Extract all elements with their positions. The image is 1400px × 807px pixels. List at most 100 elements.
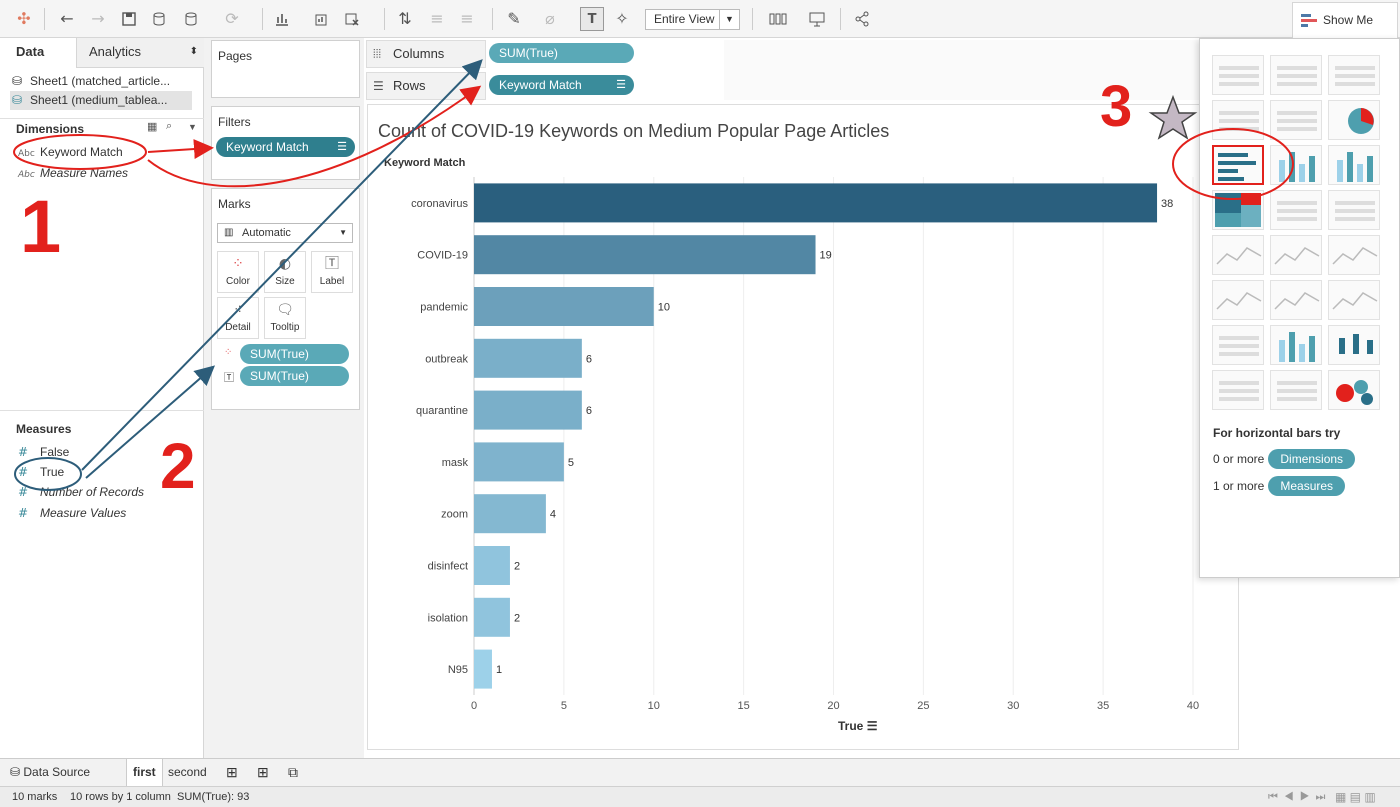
chart-type-dual-combination-icon[interactable] bbox=[1328, 280, 1380, 320]
tableau-logo-icon[interactable]: ✣ bbox=[17, 9, 31, 28]
category-label: disinfect bbox=[428, 561, 468, 573]
detail-button[interactable]: ⁖ Detail bbox=[217, 297, 259, 339]
x-tick-label: 5 bbox=[561, 700, 567, 712]
chart-type-pie-chart-icon[interactable] bbox=[1328, 100, 1380, 140]
field-keyword-match[interactable]: Abc Keyword Match bbox=[18, 143, 123, 161]
field-false[interactable]: # False bbox=[18, 443, 69, 461]
chart-type-treemap-icon[interactable] bbox=[1212, 190, 1264, 230]
highlight-icon[interactable]: ✎ bbox=[507, 9, 521, 28]
field-label: False bbox=[40, 445, 70, 459]
chart-type-dual-lines-icon[interactable] bbox=[1328, 235, 1380, 275]
data-source-tab[interactable]: ⛁ Data Source bbox=[4, 759, 96, 786]
new-story-tab-icon[interactable]: ⧉ bbox=[288, 764, 298, 780]
x-tick-label: 0 bbox=[471, 700, 477, 712]
presentation-mode-icon[interactable] bbox=[805, 7, 829, 31]
redo-icon[interactable]: → bbox=[91, 9, 105, 28]
data-source-label: Data Source bbox=[23, 765, 91, 779]
chart-type-lines-discrete-icon[interactable] bbox=[1270, 235, 1322, 275]
field-number-of-records[interactable]: # Number of Records bbox=[18, 483, 144, 501]
sort-descending-icon[interactable]: ≡ bbox=[460, 9, 474, 28]
columns-pill-sum-true[interactable]: SUM(True) bbox=[489, 43, 634, 63]
pause-updates-icon[interactable] bbox=[180, 7, 204, 31]
field-label: Number of Records bbox=[40, 485, 145, 499]
chart-type-histogram-icon[interactable] bbox=[1270, 325, 1322, 365]
field-label: True bbox=[40, 465, 65, 479]
tab-first[interactable]: first bbox=[126, 759, 163, 786]
chart-type-side-by-side-circles-icon[interactable] bbox=[1328, 190, 1380, 230]
tab-analytics[interactable]: Analytics ⬍ bbox=[76, 38, 204, 68]
bar-outbreak bbox=[474, 338, 582, 378]
swap-rows-columns-icon[interactable]: ⇅ bbox=[398, 9, 412, 28]
marks-pill-label-sum-true[interactable]: SUM(True) bbox=[240, 366, 349, 386]
search-icon[interactable]: ⌕ bbox=[166, 120, 173, 132]
new-dashboard-tab-icon[interactable]: ⊞ bbox=[257, 764, 269, 780]
x-axis-title[interactable]: True ☰ bbox=[838, 719, 877, 733]
bar-mask bbox=[474, 442, 564, 482]
chart-type-bullet-graph-icon[interactable] bbox=[1270, 370, 1322, 410]
columns-shelf[interactable]: ⦙⦙⦙ Columns bbox=[366, 40, 486, 68]
field-label: Keyword Match bbox=[40, 145, 123, 159]
rows-shelf[interactable]: ☰ Rows bbox=[366, 72, 486, 100]
show-me-tab[interactable]: Show Me bbox=[1292, 2, 1398, 38]
marks-pill-color-sum-true[interactable]: SUM(True) bbox=[240, 344, 349, 364]
database-icon: ⛁ bbox=[10, 765, 24, 779]
tab-data[interactable]: Data bbox=[0, 38, 76, 68]
datasource-item-1[interactable]: ⛁ Sheet1 (matched_article... bbox=[10, 72, 192, 91]
filter-pill-keyword-match[interactable]: Keyword Match ☰ bbox=[216, 137, 355, 157]
sheet-navigation[interactable]: ⏮◀▶⏭ bbox=[1268, 791, 1332, 803]
fit-dropdown[interactable]: Entire View ▼ bbox=[645, 9, 740, 30]
chart-type-text-table-icon[interactable] bbox=[1212, 55, 1264, 95]
show-mark-labels-icon[interactable]: T bbox=[580, 7, 604, 31]
mark-type-dropdown[interactable]: ▥ Automatic ▼ bbox=[217, 223, 353, 243]
chart-type-area-discrete-icon[interactable] bbox=[1270, 280, 1322, 320]
view-list-icon[interactable]: ▦ bbox=[147, 121, 158, 133]
chart-type-scatter-plot-icon[interactable] bbox=[1212, 325, 1264, 365]
save-icon[interactable] bbox=[117, 7, 141, 31]
tab-menu-icon: ⬍ bbox=[189, 46, 198, 57]
chart-type-heat-map-icon[interactable] bbox=[1270, 55, 1322, 95]
color-button[interactable]: ⁘ Color bbox=[217, 251, 259, 293]
clear-sheet-icon[interactable] bbox=[340, 7, 364, 31]
chart-type-highlight-table-icon[interactable] bbox=[1328, 55, 1380, 95]
datasource-item-2[interactable]: ⛁ Sheet1 (medium_tablea... bbox=[10, 91, 192, 110]
chart-type-stacked-bars-icon[interactable] bbox=[1270, 145, 1322, 185]
chart-type-side-by-side-bars-icon[interactable] bbox=[1328, 145, 1380, 185]
rows-pill-keyword-match[interactable]: Keyword Match ☰ bbox=[489, 75, 634, 95]
field-measure-names[interactable]: Abc Measure Names bbox=[18, 164, 128, 182]
fix-axes-icon[interactable]: ✧ bbox=[615, 9, 629, 28]
chart-type-filled-map-icon[interactable] bbox=[1270, 100, 1322, 140]
tooltip-button[interactable]: 🗨 Tooltip bbox=[264, 297, 306, 339]
chart-type-symbol-map-icon[interactable] bbox=[1212, 100, 1264, 140]
undo-icon[interactable]: ← bbox=[60, 9, 74, 28]
label-button[interactable]: 🅃 Label bbox=[311, 251, 353, 293]
refresh-icon[interactable]: ⟳ bbox=[225, 9, 239, 28]
duplicate-sheet-icon[interactable] bbox=[310, 7, 334, 31]
chart-type-circle-views-icon[interactable] bbox=[1270, 190, 1322, 230]
chart-type-packed-bubbles-icon[interactable] bbox=[1328, 370, 1380, 410]
tab-second[interactable]: second bbox=[168, 765, 207, 779]
new-worksheet-icon[interactable] bbox=[270, 7, 294, 31]
field-measure-values[interactable]: # Measure Values bbox=[18, 504, 126, 522]
new-datasource-icon[interactable] bbox=[148, 7, 172, 31]
size-button[interactable]: ◐ Size bbox=[264, 251, 306, 293]
chart-type-lines-continuous-icon[interactable] bbox=[1212, 235, 1264, 275]
filters-card[interactable]: Filters Keyword Match ☰ bbox=[211, 106, 360, 180]
tooltip-label: Tooltip bbox=[270, 322, 300, 333]
chart-type-area-continuous-icon[interactable] bbox=[1212, 280, 1264, 320]
pages-card[interactable]: Pages bbox=[211, 40, 360, 98]
measures-header: Measures bbox=[16, 422, 72, 436]
field-true[interactable]: # True bbox=[18, 463, 64, 481]
chart-type-box-and-whisker-icon[interactable] bbox=[1328, 325, 1380, 365]
share-icon[interactable] bbox=[850, 7, 874, 31]
view-mode-icons[interactable]: ▦ ▤ ▥ bbox=[1335, 790, 1376, 804]
chart-type-gantt-chart-icon[interactable] bbox=[1212, 370, 1264, 410]
status-marks: 10 marks bbox=[12, 791, 58, 803]
show-cards-icon[interactable] bbox=[766, 7, 790, 31]
sort-ascending-icon[interactable]: ≡ bbox=[430, 9, 444, 28]
new-worksheet-tab-icon[interactable]: ⊞ bbox=[226, 764, 238, 780]
chevron-down-icon[interactable]: ▼ bbox=[188, 122, 197, 132]
pill-label: SUM(True) bbox=[250, 369, 309, 383]
group-members-icon[interactable]: ⌀ bbox=[545, 9, 555, 28]
chart-type-horizontal-bars-icon[interactable] bbox=[1212, 145, 1264, 185]
